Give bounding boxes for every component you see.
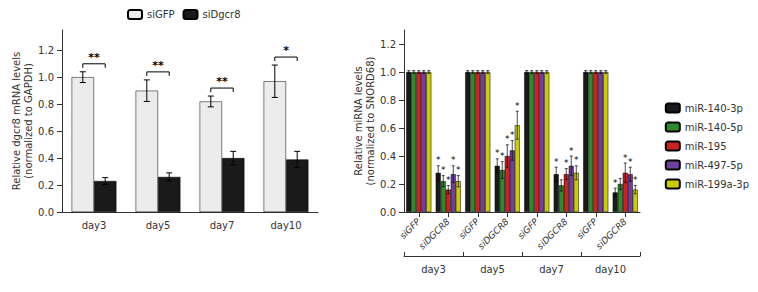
svg-text:*: * (515, 101, 520, 111)
svg-text:0.4: 0.4 (380, 151, 396, 162)
svg-text:(normalized to GAPDH): (normalized to GAPDH) (23, 63, 34, 179)
svg-text:*: * (613, 178, 618, 188)
svg-text:*: * (436, 155, 441, 165)
svg-text:0.2: 0.2 (380, 179, 396, 190)
svg-text:1.0: 1.0 (38, 72, 54, 83)
svg-text:*: * (451, 155, 456, 165)
svg-text:*: * (633, 175, 638, 185)
svg-text:*: * (446, 175, 451, 185)
svg-text:miR-140-5p: miR-140-5p (685, 122, 743, 133)
svg-text:*: * (510, 130, 515, 140)
svg-text:1.0: 1.0 (380, 67, 396, 78)
svg-text:siDGCR8: siDGCR8 (417, 216, 452, 251)
svg-text:1.2: 1.2 (38, 45, 54, 56)
svg-text:day7: day7 (210, 220, 235, 231)
svg-text:*: * (574, 155, 579, 165)
svg-text:siGFP: siGFP (147, 9, 175, 20)
svg-text:0.8: 0.8 (380, 95, 396, 106)
svg-text:miR-497-5p: miR-497-5p (685, 160, 743, 171)
svg-text:Relative dgcr8 mRNA levels: Relative dgcr8 mRNA levels (11, 52, 22, 191)
svg-text:miR-199a-3p: miR-199a-3p (685, 179, 749, 190)
svg-text:*: * (628, 157, 633, 167)
svg-text:day5: day5 (146, 220, 171, 231)
svg-text:**: ** (88, 51, 100, 64)
svg-text:siDGCR8: siDGCR8 (476, 216, 511, 251)
svg-text:*: * (569, 146, 574, 156)
svg-text:0.6: 0.6 (380, 123, 396, 134)
svg-text:siGFP: siGFP (516, 216, 541, 241)
svg-text:*: * (441, 165, 446, 175)
svg-text:day5: day5 (480, 264, 505, 275)
svg-text:siGFP: siGFP (457, 216, 482, 241)
svg-text:**: ** (216, 75, 228, 88)
svg-text:*: * (456, 165, 461, 175)
svg-text:day3: day3 (82, 220, 107, 231)
svg-text:siGFP: siGFP (575, 216, 600, 241)
svg-text:Relative miRNA levels: Relative miRNA levels (353, 66, 364, 175)
svg-text:siDGCR8: siDGCR8 (594, 216, 629, 251)
svg-text:*: * (500, 151, 505, 161)
svg-text:*: * (283, 44, 289, 57)
svg-text:day7: day7 (539, 264, 564, 275)
svg-text:0.0: 0.0 (380, 207, 396, 218)
svg-text:0.0: 0.0 (38, 207, 54, 218)
svg-text:*: * (554, 157, 559, 167)
svg-text:siGFP: siGFP (398, 216, 423, 241)
svg-text:(normalized to SNORD68): (normalized to SNORD68) (365, 56, 376, 185)
svg-text:miR-195: miR-195 (685, 141, 727, 152)
svg-text:0.6: 0.6 (38, 126, 54, 137)
svg-text:siDgcr8: siDgcr8 (203, 9, 241, 20)
svg-text:day10: day10 (595, 264, 626, 275)
svg-text:day10: day10 (270, 220, 301, 231)
svg-text:1.2: 1.2 (380, 39, 396, 50)
svg-text:0.8: 0.8 (38, 99, 54, 110)
svg-text:0.2: 0.2 (38, 180, 54, 191)
svg-text:miR-140-3p: miR-140-3p (685, 103, 743, 114)
svg-text:*: * (564, 158, 569, 168)
svg-text:0.4: 0.4 (38, 153, 54, 164)
svg-text:**: ** (152, 59, 164, 72)
svg-text:day3: day3 (421, 264, 446, 275)
svg-text:siDGCR8: siDGCR8 (535, 216, 570, 251)
